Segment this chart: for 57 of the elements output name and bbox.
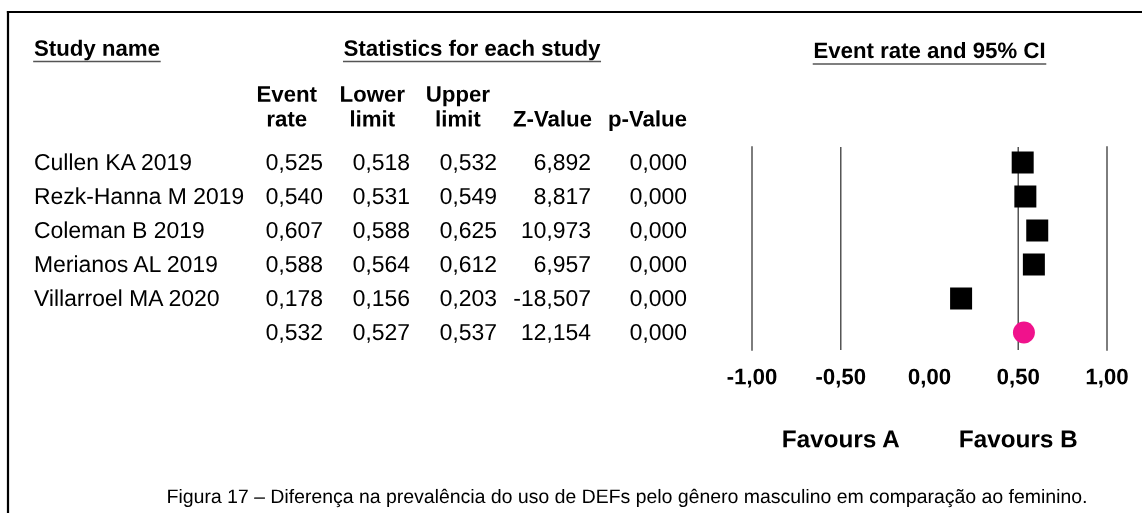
text: 0,537	[440, 323, 496, 343]
point	[1022, 253, 1045, 276]
text: 8,817	[534, 187, 590, 207]
text: 0,000	[630, 255, 687, 275]
text: 0,532	[440, 153, 496, 173]
category-label: Z-Value	[513, 110, 592, 127]
x-tick-label: -1,00	[727, 368, 777, 388]
category-label: Villarroel MA 2020	[34, 289, 219, 307]
text: 0,000	[630, 221, 687, 241]
text: 0,531	[353, 187, 409, 207]
text: 0,549	[440, 187, 496, 207]
text: 0,607	[266, 221, 322, 241]
point	[1011, 151, 1034, 174]
x-tick-label: 0,50	[997, 368, 1039, 388]
text: 0,532	[266, 323, 322, 343]
category-label: p-Value	[609, 110, 687, 131]
text: 0,625	[440, 221, 497, 241]
text: 0,000	[630, 153, 687, 173]
text: 0,525	[266, 153, 323, 173]
text: Statistics for each study	[344, 39, 601, 61]
text: 12,154	[522, 323, 591, 343]
text: -18,507	[514, 289, 590, 309]
text: Study name	[34, 39, 160, 61]
text: 0,156	[353, 289, 409, 309]
text: 0,000	[630, 187, 687, 207]
x-tick-label: 1,00	[1086, 368, 1128, 388]
point	[1014, 185, 1037, 208]
text: Favours A	[783, 430, 900, 448]
category-label: Cullen KA 2019	[35, 153, 191, 171]
text: 10,973	[522, 221, 590, 241]
category-label: Coleman B 2019	[35, 221, 204, 239]
point	[1012, 321, 1035, 344]
category-label: Upper limit	[427, 86, 490, 127]
text: 0,588	[266, 255, 323, 275]
text: 0,000	[630, 323, 687, 343]
x-tick-label: -0,50	[816, 368, 866, 388]
text: 0,527	[353, 323, 409, 343]
chart-title: Event rate and 95% CI	[814, 41, 1045, 59]
text: 6,892	[534, 153, 590, 173]
text: 0,000	[630, 289, 687, 309]
point	[950, 287, 973, 310]
category-label: Event rate	[257, 86, 317, 127]
text: 0,588	[353, 221, 410, 241]
text: 0,612	[440, 255, 496, 275]
category-label: Rezk-Hanna M 2019	[35, 187, 244, 205]
text: 0,178	[266, 289, 323, 309]
point	[1026, 219, 1049, 242]
category-label: Merianos AL 2019	[35, 255, 217, 273]
text: 0,540	[266, 187, 323, 207]
text: 0,518	[353, 153, 410, 173]
text: Figura 17 – Diferença na prevalência do uso de DEFs pelo gênero masculino em comparação ao feminino.	[168, 488, 1086, 508]
text: 6,957	[534, 255, 590, 275]
text: 0,564	[353, 255, 410, 275]
text: Favours B	[960, 430, 1077, 448]
category-label: Lower limit	[341, 86, 405, 127]
x-tick-label: 0,00	[908, 368, 951, 388]
text: 0,203	[440, 289, 496, 309]
